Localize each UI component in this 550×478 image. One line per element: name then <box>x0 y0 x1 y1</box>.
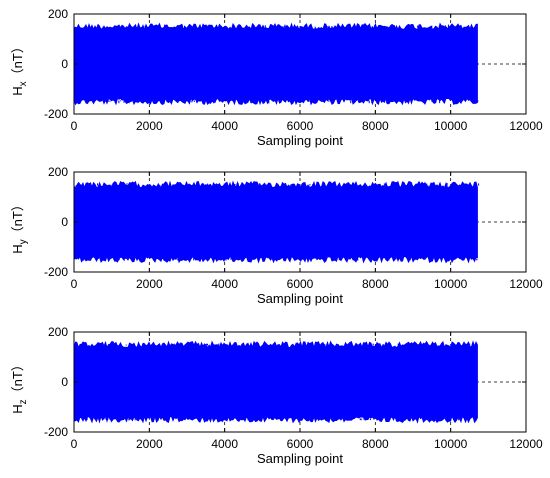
series-1-band <box>73 180 478 264</box>
series-1-spikes <box>73 24 479 104</box>
x-tick-label: 6000 <box>287 119 314 133</box>
y-axis-label: Hx（nT） <box>10 40 29 96</box>
y-tick-label: -200 <box>44 265 68 279</box>
x-tick-label: 10000 <box>434 119 468 133</box>
y-tick-label: 200 <box>48 7 68 21</box>
x-tick-label: 8000 <box>362 437 389 451</box>
y-axis-label-main: H <box>10 244 25 253</box>
y-axis-label-subscript: x <box>18 81 29 86</box>
y-axis-label-unit: （nT） <box>10 40 25 81</box>
series-1-spikes <box>76 343 478 421</box>
y-tick-label: 0 <box>61 57 68 71</box>
y-ticks: -200 0 200 <box>44 325 526 439</box>
y-axis-label-main: H <box>10 86 25 95</box>
series-1-band <box>73 22 478 106</box>
y-ticks: -200 0 200 <box>44 7 526 121</box>
x-tick-label: 10000 <box>434 277 468 291</box>
x-tick-label: 4000 <box>211 437 238 451</box>
x-tick-label: 0 <box>71 277 78 291</box>
subplot-3: 0 2000 4000 6000 8000 10000 12000-2000200Sampl… <box>10 325 543 466</box>
x-tick-label: 12000 <box>509 119 543 133</box>
series-1-band <box>73 340 478 424</box>
x-ticks: 0 2000 4000 6000 8000 10000 12000 <box>71 332 543 451</box>
x-tick-label: 8000 <box>362 119 389 133</box>
x-axis-label: Sampling point <box>257 133 343 148</box>
subplot-1: 0 2000 4000 6000 8000 10000 12000-2000200Sampl… <box>10 7 543 148</box>
subplot-2: 0 2000 4000 6000 8000 10000 12000-2000200Sampl… <box>10 165 543 306</box>
y-tick-label: 200 <box>48 165 68 179</box>
y-axis-label-subscript: z <box>18 399 29 404</box>
y-ticks: -200 0 200 <box>44 165 526 279</box>
y-axis-label-subscript: y <box>18 239 29 244</box>
x-tick-label: 4000 <box>211 277 238 291</box>
y-axis-label: Hy（nT） <box>10 198 29 254</box>
x-tick-label: 4000 <box>211 119 238 133</box>
y-tick-label: -200 <box>44 107 68 121</box>
x-ticks: 0 2000 4000 6000 8000 10000 12000 <box>71 172 543 291</box>
y-axis-label-main: H <box>10 404 25 413</box>
y-axis-label: Hz（nT） <box>10 358 29 414</box>
x-tick-label: 6000 <box>287 437 314 451</box>
y-tick-label: 0 <box>61 215 68 229</box>
x-tick-label: 12000 <box>509 277 543 291</box>
x-tick-label: 2000 <box>136 277 163 291</box>
y-tick-label: 200 <box>48 325 68 339</box>
x-tick-label: 8000 <box>362 277 389 291</box>
x-axis-label: Sampling point <box>257 291 343 306</box>
y-axis-label-unit: （nT） <box>10 198 25 239</box>
x-tick-label: 10000 <box>434 437 468 451</box>
y-tick-label: -200 <box>44 425 68 439</box>
y-axis-label-unit: （nT） <box>10 358 25 399</box>
series-1-spikes <box>75 183 480 261</box>
y-tick-label: 0 <box>61 375 68 389</box>
x-tick-label: 0 <box>71 119 78 133</box>
x-ticks: 0 2000 4000 6000 8000 10000 12000 <box>71 14 543 133</box>
x-tick-label: 6000 <box>287 277 314 291</box>
x-tick-label: 0 <box>71 437 78 451</box>
x-tick-label: 2000 <box>136 437 163 451</box>
x-tick-label: 2000 <box>136 119 163 133</box>
x-axis-label: Sampling point <box>257 451 343 466</box>
x-tick-label: 12000 <box>509 437 543 451</box>
